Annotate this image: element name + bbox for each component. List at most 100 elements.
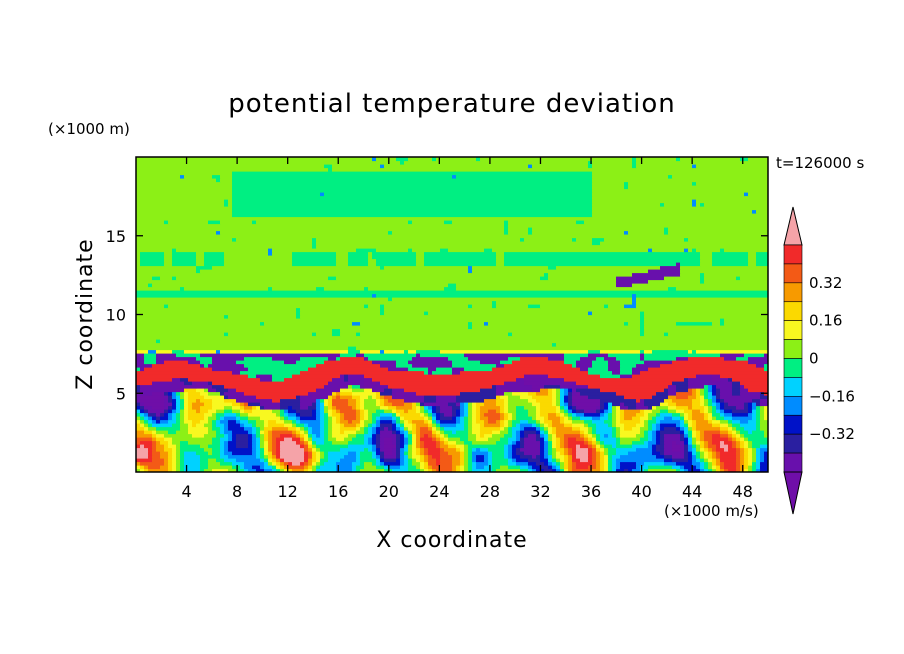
heatmap-cell [312,395,317,400]
heatmap-cell [156,433,165,438]
heatmap-cell [272,454,277,459]
heatmap-cell [404,444,409,449]
heatmap-cell [228,440,237,445]
heatmap-cell [136,199,225,204]
heatmap-cell [688,377,713,382]
heatmap-cell [208,430,217,435]
heatmap-cell [540,426,545,431]
heatmap-cell [232,181,593,186]
colorbar-tick-label: −0.16 [809,387,855,405]
heatmap-cell [688,248,693,253]
heatmap-cell [400,419,405,424]
heatmap-cell [484,433,493,438]
heatmap-cell [644,423,649,428]
heatmap-cell [700,276,705,281]
heatmap-cell [400,461,405,466]
heatmap-cell [700,447,705,452]
heatmap-cell [468,444,505,449]
heatmap-cell [312,468,317,472]
heatmap-cell [568,468,573,472]
heatmap-cell [312,454,317,459]
heatmap-cell [404,160,589,165]
heatmap-cell [564,356,581,361]
heatmap-cell [432,454,441,459]
heatmap-cell [364,440,369,445]
heatmap-cell [740,461,745,466]
heatmap-cell [564,391,569,396]
heatmap-cell [168,458,173,463]
heatmap-cell [760,426,768,431]
heatmap-cell [740,419,749,424]
heatmap-cell [516,433,521,438]
heatmap-cell [176,395,181,400]
x-tick-label: 48 [733,482,753,501]
heatmap-cell [284,409,289,414]
heatmap-cell [136,440,141,445]
heatmap-cell [136,384,141,389]
heatmap-cell [548,458,553,463]
heatmap-cell [632,444,649,449]
heatmap-cell [440,412,445,417]
heatmap-cell [136,391,153,396]
heatmap-cell [740,430,749,435]
heatmap-cell [416,255,425,260]
heatmap-cell [584,440,589,445]
heatmap-cell [408,426,413,431]
heatmap-cell [316,388,337,393]
heatmap-cell [376,409,385,414]
heatmap-cell [760,461,768,466]
heatmap-cell [396,412,401,417]
heatmap-cell [172,398,177,403]
heatmap-cell [760,419,768,424]
heatmap-cell [480,447,489,452]
heatmap-cell [348,384,353,389]
heatmap-cell [440,458,453,463]
heatmap-cell [564,360,577,365]
heatmap-cell [616,391,657,396]
heatmap-cell [528,419,537,424]
heatmap-cell [348,398,357,403]
heatmap-cell [648,468,677,472]
heatmap-cell [196,409,201,414]
heatmap-cell [152,433,157,438]
heatmap-cell [200,444,209,449]
heatmap-cell [472,458,477,463]
heatmap-cell [540,381,565,386]
heatmap-cell [520,444,525,449]
heatmap-cell [712,384,717,389]
heatmap-cell [332,398,349,403]
heatmap-cell [408,367,429,372]
colorbar-band [783,282,803,303]
heatmap-cell [744,433,765,438]
heatmap-cell [380,405,389,410]
heatmap-cell [716,416,725,421]
heatmap-cell [416,430,421,435]
heatmap-cell [412,440,417,445]
heatmap-cell [208,444,221,449]
heatmap-cell [328,167,333,172]
heatmap-cell [188,405,193,410]
heatmap-cell [180,465,185,470]
heatmap-cell [504,391,513,396]
heatmap-cell [328,426,333,431]
heatmap-cell [684,430,689,435]
heatmap-cell [332,426,341,431]
heatmap-cell [640,332,645,337]
heatmap-cell [416,258,425,263]
heatmap-cell [356,412,361,417]
heatmap-cell [612,426,617,431]
heatmap-cell [508,423,513,428]
heatmap-cell [368,286,445,291]
heatmap-cell [592,174,669,179]
heatmap-cell [264,440,269,445]
x-tick-label: 40 [631,482,651,501]
heatmap-cell [320,405,325,410]
heatmap-cell [456,395,497,400]
heatmap-cell [200,409,209,414]
heatmap-cell [720,402,725,407]
heatmap-cell [556,433,565,438]
heatmap-cell [500,409,505,414]
heatmap-cell [188,416,205,421]
heatmap-cell [312,430,321,435]
heatmap-cell [416,391,461,396]
